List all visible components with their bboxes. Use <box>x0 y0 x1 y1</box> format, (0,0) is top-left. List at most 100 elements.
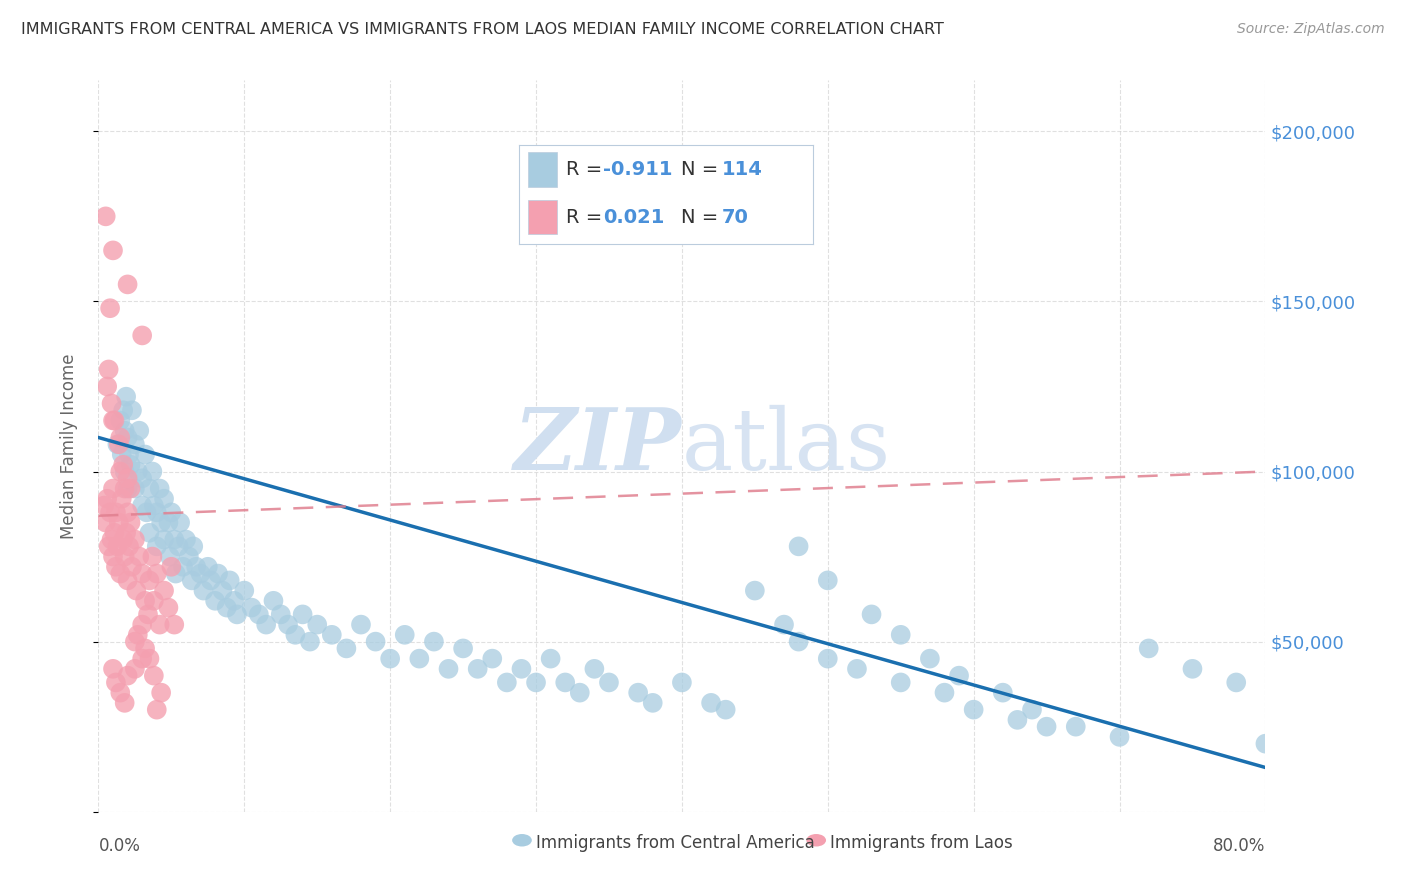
Point <box>991 686 1014 700</box>
Point <box>111 448 134 462</box>
Point <box>277 617 299 632</box>
Point <box>103 413 125 427</box>
Point <box>149 617 172 632</box>
Text: 70: 70 <box>723 208 749 227</box>
Point <box>890 628 912 642</box>
Point <box>138 482 160 496</box>
Text: Immigrants from Laos: Immigrants from Laos <box>830 834 1012 852</box>
Point <box>114 549 136 564</box>
Point <box>423 634 446 648</box>
Point <box>117 471 139 485</box>
Point <box>364 634 387 648</box>
Point <box>101 662 124 676</box>
Point <box>105 540 128 554</box>
Point <box>101 549 124 564</box>
Point <box>510 662 533 676</box>
Point <box>108 516 131 530</box>
Point <box>540 651 562 665</box>
Point <box>524 675 547 690</box>
Point <box>222 594 245 608</box>
Point <box>124 482 146 496</box>
Point <box>163 533 186 547</box>
Point <box>131 471 153 485</box>
Text: R =: R = <box>567 160 609 178</box>
Point <box>117 482 139 496</box>
Bar <box>527 200 557 235</box>
Point <box>110 686 132 700</box>
Point <box>174 533 197 547</box>
Point <box>180 574 202 588</box>
Point <box>270 607 292 622</box>
Point <box>118 540 141 554</box>
Point <box>948 668 970 682</box>
Point <box>817 574 839 588</box>
Point <box>93 499 115 513</box>
Point <box>103 525 125 540</box>
Point <box>1225 675 1247 690</box>
Point <box>787 634 810 648</box>
Point <box>128 424 150 438</box>
Point <box>1007 713 1029 727</box>
Point <box>146 540 169 554</box>
Point <box>153 583 176 598</box>
Point <box>134 641 156 656</box>
Point <box>117 505 139 519</box>
Point <box>408 651 430 665</box>
Point <box>744 583 766 598</box>
Point <box>117 574 139 588</box>
Point <box>335 641 357 656</box>
Point <box>394 628 416 642</box>
Text: N =: N = <box>681 208 724 227</box>
Point <box>181 540 204 554</box>
Point <box>962 703 984 717</box>
Point <box>627 686 650 700</box>
Point <box>1108 730 1130 744</box>
Text: R =: R = <box>567 208 609 227</box>
Point <box>167 540 190 554</box>
Point <box>467 662 489 676</box>
Point <box>284 628 307 642</box>
Point <box>98 301 121 316</box>
Point <box>117 430 139 444</box>
Point <box>890 675 912 690</box>
Point <box>104 559 127 574</box>
Point <box>496 675 519 690</box>
Text: IMMIGRANTS FROM CENTRAL AMERICA VS IMMIGRANTS FROM LAOS MEDIAN FAMILY INCOME COR: IMMIGRANTS FROM CENTRAL AMERICA VS IMMIG… <box>21 22 943 37</box>
Point <box>101 413 124 427</box>
Point <box>118 448 141 462</box>
Point <box>131 651 153 665</box>
Point <box>114 465 136 479</box>
Point <box>142 594 165 608</box>
Point <box>211 583 233 598</box>
Text: atlas: atlas <box>682 404 891 488</box>
Point <box>128 549 150 564</box>
Point <box>97 540 120 554</box>
Point <box>112 533 135 547</box>
Point <box>124 662 146 676</box>
Point <box>291 607 314 622</box>
Point <box>204 594 226 608</box>
Point <box>110 566 132 581</box>
Point <box>160 505 183 519</box>
Point <box>125 583 148 598</box>
Point <box>115 525 138 540</box>
Point <box>1035 720 1057 734</box>
Point <box>1181 662 1204 676</box>
Point <box>1021 703 1043 717</box>
Point <box>437 662 460 676</box>
Point <box>554 675 576 690</box>
Point <box>96 379 118 393</box>
Point <box>1254 737 1277 751</box>
Point <box>98 505 121 519</box>
Bar <box>527 152 557 186</box>
Point <box>146 505 169 519</box>
Point <box>131 566 153 581</box>
Point <box>146 703 169 717</box>
Point <box>207 566 229 581</box>
Point <box>112 458 135 472</box>
Point <box>197 559 219 574</box>
Point <box>153 491 176 506</box>
Point <box>451 641 474 656</box>
Point <box>104 675 127 690</box>
Text: Immigrants from Central America: Immigrants from Central America <box>536 834 815 852</box>
